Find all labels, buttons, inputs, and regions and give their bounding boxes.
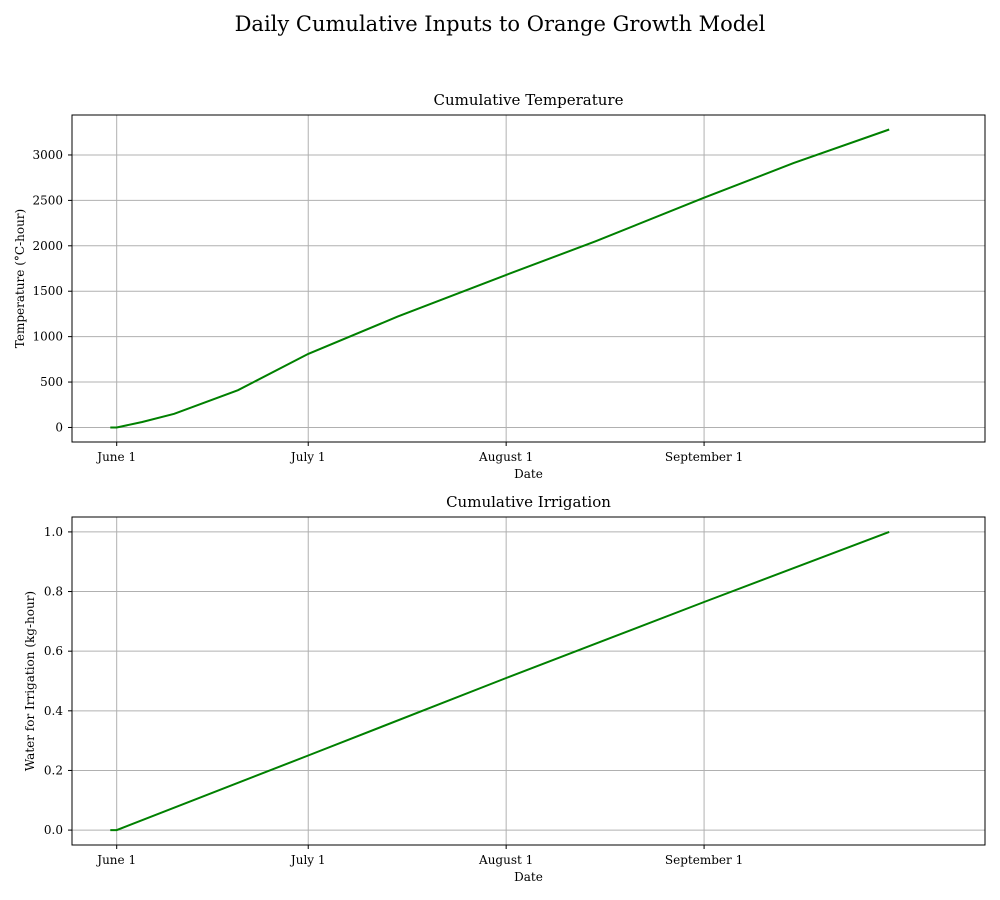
chart-panel-2: June 1 July 1 August 1 September 1 0.0 0.2 0.4… (23, 493, 986, 884)
x-axis-label: Date (514, 467, 543, 481)
series-line (110, 128, 890, 429)
x-tick-label: September 1 (665, 853, 743, 867)
y-tick-label: 500 (40, 375, 63, 389)
y-tick-label: 1000 (32, 330, 63, 344)
y-axis-label: Temperature (°C-hour) (13, 209, 27, 348)
x-tick-label: August 1 (478, 853, 533, 867)
x-tick-label: September 1 (665, 450, 743, 464)
y-tick-label: 0.0 (44, 823, 63, 837)
y-tick-label: 0.8 (44, 585, 63, 599)
y-tick-label: 3000 (32, 148, 63, 162)
y-tick-label: 0.2 (44, 763, 63, 777)
chart-title: Cumulative Irrigation (446, 493, 611, 511)
axes-frame (71, 114, 986, 443)
x-tick-label: June 1 (95, 853, 136, 867)
x-tick-label: August 1 (478, 450, 533, 464)
y-tick-label: 1500 (32, 284, 63, 298)
y-tick-label: 2000 (32, 239, 63, 253)
y-tick-label: 1.0 (44, 525, 63, 539)
x-axis-label: Date (514, 870, 543, 884)
y-axis-label: Water for Irrigation (kg-hour) (23, 591, 37, 771)
chart-panel-1: June 1 July 1 August 1 September 1 0 500 1000 1… (13, 91, 986, 481)
axes-frame (71, 516, 986, 846)
series-line (110, 530, 890, 832)
figure-title: Daily Cumulative Inputs to Orange Growth… (234, 12, 766, 36)
x-tick-label: July 1 (289, 853, 326, 867)
x-tick-label: June 1 (95, 450, 136, 464)
x-tick-label: July 1 (289, 450, 326, 464)
y-tick-label: 0.4 (44, 704, 63, 718)
chart-title: Cumulative Temperature (434, 91, 624, 109)
y-tick-label: 0 (55, 420, 63, 434)
y-tick-label: 2500 (32, 193, 63, 207)
y-tick-label: 0.6 (44, 644, 63, 658)
